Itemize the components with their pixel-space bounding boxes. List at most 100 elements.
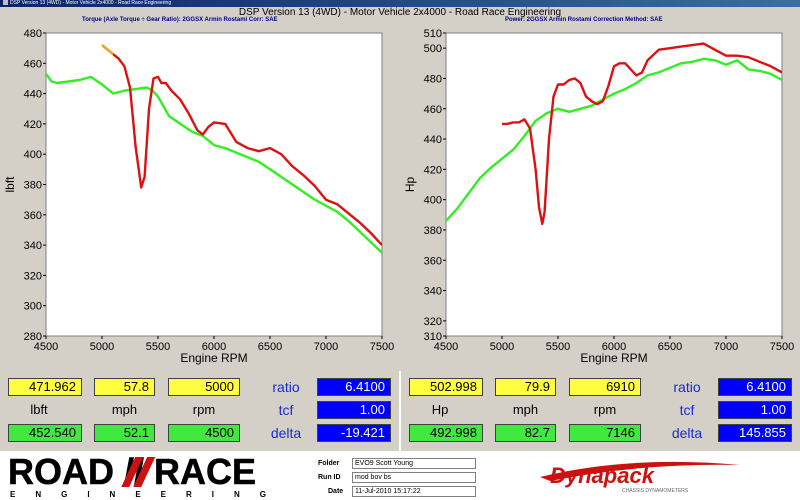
mph-value-2: 52.1 xyxy=(94,424,155,442)
power-value-2: 492.998 xyxy=(409,424,483,442)
torque-subtitle: Torque (Axle Torque ÷ Gear Ratio): 2GGSX… xyxy=(82,17,278,23)
delta-label: delta xyxy=(671,425,703,441)
power-chart: 4500 5000 5500 6000 6500 7000 7500 310 320 340 360… xyxy=(403,28,794,365)
tcf-value: 1.00 xyxy=(718,401,792,419)
torque-x-tick-label: 6000 xyxy=(202,341,226,353)
ratio-value: 6.4100 xyxy=(718,378,792,396)
ratio-value: 6.4100 xyxy=(317,378,391,396)
power-y-tick-label: 500 xyxy=(424,43,442,55)
date-value: 11-Jul-2010 15:17:22 xyxy=(352,486,476,497)
torque-x-tick-label: 7000 xyxy=(314,341,338,353)
window-title: DSP Version 13 (4WD) - Motor Vehicle 2x4… xyxy=(10,0,172,6)
power-y-tick-label: 440 xyxy=(424,134,442,146)
folder-value: EVO9 Scott Young xyxy=(352,458,476,469)
folder-label: Folder xyxy=(318,460,340,467)
power-value-1: 502.998 xyxy=(409,378,483,396)
tcf-label: tcf xyxy=(679,402,695,418)
logo-slash-red-2 xyxy=(133,457,156,487)
date-label: Date xyxy=(328,488,344,495)
torque-y-tick-label: 280 xyxy=(24,331,42,343)
power-y-axis-label: Hp xyxy=(403,177,417,193)
power-y-tick-label: 320 xyxy=(424,316,442,328)
torque-x-tick-label: 4500 xyxy=(34,341,58,353)
tcf-label: tcf xyxy=(278,402,294,418)
torque-series-green-line xyxy=(46,73,382,254)
rpm-unit-label: rpm xyxy=(593,402,617,417)
footer: ROAD // RACE ENGINEERING Folder EVO9 Sco… xyxy=(0,451,800,500)
power-unit-label: Hp xyxy=(431,402,449,417)
logo-slash-red xyxy=(121,457,144,487)
dynapack-logo-text: Dynapack xyxy=(550,463,656,488)
power-x-tick-label: 7000 xyxy=(714,341,738,353)
power-x-tick-label: 5000 xyxy=(490,341,514,353)
power-x-tick-label: 6500 xyxy=(658,341,682,353)
power-x-tick-label: 7500 xyxy=(770,341,794,353)
window-title-bar: DSP Version 13 (4WD) - Motor Vehicle 2x4… xyxy=(0,0,800,7)
torque-y-tick-label: 420 xyxy=(24,119,42,131)
rpm-value-1: 6910 xyxy=(569,378,641,396)
torque-y-tick-label: 400 xyxy=(24,149,42,161)
power-y-tick-label: 380 xyxy=(424,225,442,237)
torque-plot-area xyxy=(45,32,383,337)
power-y-tick-label: 480 xyxy=(424,73,442,85)
chart-title: DSP Version 13 (4WD) - Motor Vehicle 2x4… xyxy=(238,7,562,18)
torque-y-tick-label: 340 xyxy=(24,240,42,252)
power-plot-area xyxy=(445,32,783,337)
power-series-green-line xyxy=(446,57,782,222)
dynapack-logo-subtext: CHASSIS DYNAMOMETERS xyxy=(622,488,689,494)
power-y-tick-label: 510 xyxy=(424,28,442,40)
torque-value-1: 471.962 xyxy=(8,378,82,396)
power-x-tick-label: 6000 xyxy=(602,341,626,353)
torque-y-tick-label: 360 xyxy=(24,210,42,222)
ratio-label: ratio xyxy=(272,379,300,395)
torque-x-tick-label: 7500 xyxy=(370,341,394,353)
torque-x-axis-label: Engine RPM xyxy=(180,351,247,365)
torque-y-tick-label: 300 xyxy=(24,301,42,313)
torque-y-tick-label: 440 xyxy=(24,89,42,101)
torque-series-red-start-segment xyxy=(101,44,114,56)
power-x-axis-label: Engine RPM xyxy=(580,351,647,365)
dynapack-swoosh xyxy=(540,461,740,481)
power-y-tick-label: 310 xyxy=(424,331,442,343)
mph-value-1: 57.8 xyxy=(94,378,155,396)
runid-label: Run ID xyxy=(318,474,341,481)
power-subtitle: Power: 2GGSX Armin Rostami Correction Me… xyxy=(505,17,663,23)
mph-unit-label: mph xyxy=(512,402,539,417)
torque-value-2: 452.540 xyxy=(8,424,82,442)
power-y-tick-label: 360 xyxy=(424,255,442,267)
torque-y-tick-label: 460 xyxy=(24,58,42,70)
app-icon xyxy=(3,0,8,6)
delta-label: delta xyxy=(270,425,302,441)
mph-value-2: 82.7 xyxy=(495,424,556,442)
delta-value: 145.855 xyxy=(718,424,792,442)
ratio-label: ratio xyxy=(673,379,701,395)
torque-y-tick-label: 480 xyxy=(24,28,42,40)
rpm-value-2: 4500 xyxy=(168,424,240,442)
rpm-value-2: 7146 xyxy=(569,424,641,442)
mph-unit-label: mph xyxy=(111,402,138,417)
delta-value: -19.421 xyxy=(317,424,391,442)
torque-unit-label: lbft xyxy=(30,402,48,417)
road-race-logo-subtext: ENGINEERING xyxy=(10,490,286,499)
torque-series-red-line xyxy=(101,44,382,246)
power-y-tick-label: 460 xyxy=(424,104,442,116)
power-series-red-line xyxy=(502,42,782,226)
rpm-value-1: 5000 xyxy=(168,378,240,396)
power-y-tick-label: 340 xyxy=(424,286,442,298)
torque-y-axis-label: lbft xyxy=(3,176,17,193)
power-x-tick-label: 5500 xyxy=(546,341,570,353)
torque-chart: 4500 5000 5500 6000 6500 7000 7500 280 300 320 340… xyxy=(3,28,394,365)
torque-readout-panel: 471.962 57.8 5000 ratio 6.4100 lbft mph … xyxy=(0,371,399,451)
road-race-logo: ROAD // RACE ENGINEERING xyxy=(8,451,286,499)
power-y-tick-label: 420 xyxy=(424,164,442,176)
torque-x-tick-label: 5000 xyxy=(90,341,114,353)
torque-x-tick-label: 5500 xyxy=(146,341,170,353)
power-readout-panel: 502.998 79.9 6910 ratio 6.4100 Hp mph rp… xyxy=(401,371,800,451)
dynapack-logo: Dynapack CHASSIS DYNAMOMETERS xyxy=(540,461,740,494)
torque-x-tick-label: 6500 xyxy=(258,341,282,353)
tcf-value: 1.00 xyxy=(317,401,391,419)
rpm-unit-label: rpm xyxy=(192,402,216,417)
torque-y-tick-label: 380 xyxy=(24,180,42,192)
mph-value-1: 79.9 xyxy=(495,378,556,396)
runid-value: mod bov bs xyxy=(352,472,476,483)
